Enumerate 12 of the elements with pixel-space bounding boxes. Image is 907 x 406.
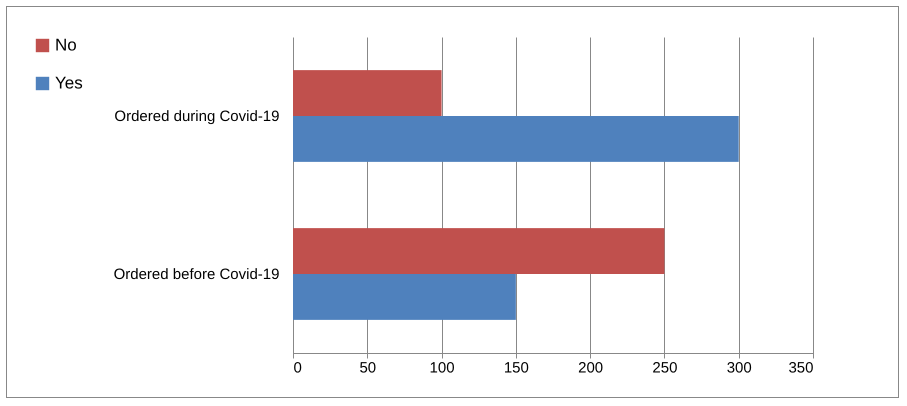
x-tick-label: 100	[430, 360, 455, 376]
x-tick-label: 0	[294, 360, 302, 376]
x-tick-label: 50	[359, 360, 376, 376]
legend-label: Yes	[55, 74, 83, 92]
x-tick-label: 250	[652, 360, 678, 376]
legend-label: No	[55, 36, 77, 54]
x-tick-label: 200	[578, 360, 604, 376]
y-tick-label: Ordered before Covid-19	[114, 266, 280, 283]
y-tick-label: Ordered during Covid-19	[114, 108, 280, 125]
x-tick-label: 350	[788, 360, 814, 376]
x-tick-label: 300	[726, 360, 752, 376]
x-tick-label: 150	[504, 360, 529, 376]
